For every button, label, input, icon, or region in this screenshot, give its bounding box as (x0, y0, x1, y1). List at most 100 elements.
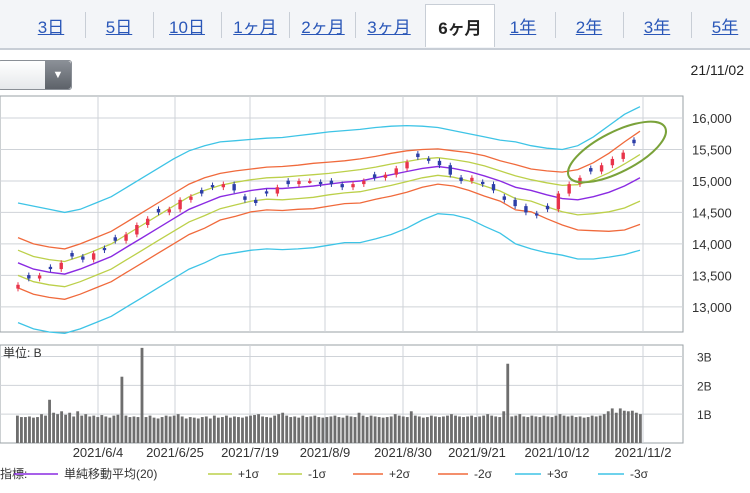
volume-bar (212, 415, 216, 443)
candle-body (308, 180, 312, 183)
band-line (17, 153, 641, 263)
tab-separator (85, 12, 86, 38)
volume-bar (176, 414, 180, 443)
volume-bar (208, 418, 212, 443)
candle-body (178, 199, 182, 210)
volume-bar (522, 416, 526, 443)
tab-3[interactable]: 1ヶ月 (233, 17, 277, 37)
volume-bar (526, 417, 530, 443)
volume-bar (233, 416, 236, 443)
volume-bar (542, 415, 546, 443)
tab-0[interactable]: 3日 (37, 17, 65, 37)
volume-bar (265, 417, 269, 443)
volume-bar (60, 411, 64, 443)
volume-bar (220, 417, 224, 443)
volume-bar (353, 417, 357, 443)
candle-body (556, 193, 561, 210)
volume-bar (168, 416, 172, 443)
candle-body (535, 213, 539, 216)
volume-bar (466, 416, 469, 443)
volume-bar (128, 417, 132, 443)
volume-bar (393, 414, 397, 443)
candle-body (221, 184, 226, 188)
candle-body (416, 153, 420, 158)
volume-bar (550, 417, 554, 443)
tab-7[interactable]: 1年 (509, 17, 537, 37)
candle-body (145, 218, 150, 226)
price-tick-label: 13,500 (692, 268, 732, 283)
volume-bar (538, 417, 542, 443)
volume-bar (88, 416, 92, 443)
volume-bar (586, 417, 590, 443)
volume-bar (514, 415, 518, 443)
candle-body (232, 184, 236, 191)
volume-bar (245, 416, 248, 443)
price-tick-label: 14,500 (692, 205, 732, 220)
volume-unit-label: 単位: B (3, 345, 42, 360)
volume-bar (192, 417, 196, 443)
candle-body (48, 266, 53, 270)
volume-bar (413, 415, 417, 443)
volume-bar (16, 415, 19, 443)
volume-bar (24, 417, 27, 443)
tab-8[interactable]: 2年 (575, 17, 603, 37)
volume-bar (498, 417, 502, 443)
candle-body (567, 184, 571, 194)
volume-bar (241, 417, 244, 443)
volume-bar (152, 417, 156, 443)
volume-bar (273, 415, 277, 443)
volume-bar (20, 417, 23, 443)
volume-bar (638, 414, 642, 443)
volume-bar (506, 363, 510, 443)
volume-bar (216, 417, 220, 443)
volume-bar (602, 414, 606, 443)
candle-body (318, 181, 323, 185)
tab-6[interactable]: 6ヶ月 (425, 4, 495, 47)
volume-bar (442, 416, 445, 443)
volume-bar (566, 416, 570, 443)
candle-body (286, 180, 290, 185)
volume-bar (36, 417, 39, 443)
volume-bar (502, 411, 506, 443)
volume-bar (329, 416, 333, 443)
tab-separator (355, 12, 356, 38)
candle-body (156, 208, 161, 213)
price-tick-label: 13,000 (692, 300, 732, 315)
tab-separator (623, 12, 624, 38)
volume-bar (434, 416, 437, 443)
volume-bar (598, 415, 602, 443)
tab-separator (691, 12, 692, 38)
volume-bar (357, 412, 361, 443)
volume-bar (84, 414, 88, 443)
volume-bar (341, 417, 345, 443)
indicator-dropdown[interactable]: ▼ (0, 60, 72, 90)
tab-4[interactable]: 2ヶ月 (301, 17, 345, 37)
tab-2[interactable]: 10日 (169, 17, 205, 37)
tab-5[interactable]: 3ヶ月 (367, 17, 411, 37)
candle-body (135, 225, 139, 235)
volume-bar (184, 418, 188, 443)
volume-bar (570, 415, 574, 443)
volume-bar (337, 417, 341, 443)
tab-1[interactable]: 5日 (105, 17, 133, 37)
volume-bar (253, 415, 256, 443)
volume-bar (100, 415, 104, 443)
candle-body (578, 177, 582, 185)
highlight-ellipse (567, 120, 667, 184)
x-tick-label: 2021/9/21 (448, 445, 506, 460)
candle-body (210, 185, 215, 188)
volume-bar (333, 415, 337, 443)
volume-bar (237, 417, 240, 443)
volume-bar (112, 415, 116, 443)
legend-label: +2σ (389, 467, 411, 481)
tab-9[interactable]: 3年 (643, 17, 671, 37)
triangle-down-icon: ▼ (45, 61, 71, 89)
volume-bar (478, 416, 482, 443)
volume-bar (554, 415, 558, 443)
tab-separator (289, 12, 290, 38)
volume-bar (249, 415, 252, 443)
candle-body (329, 180, 334, 185)
candle-body (70, 253, 74, 257)
tab-10[interactable]: 5年 (711, 17, 739, 37)
volume-bar (429, 415, 433, 443)
